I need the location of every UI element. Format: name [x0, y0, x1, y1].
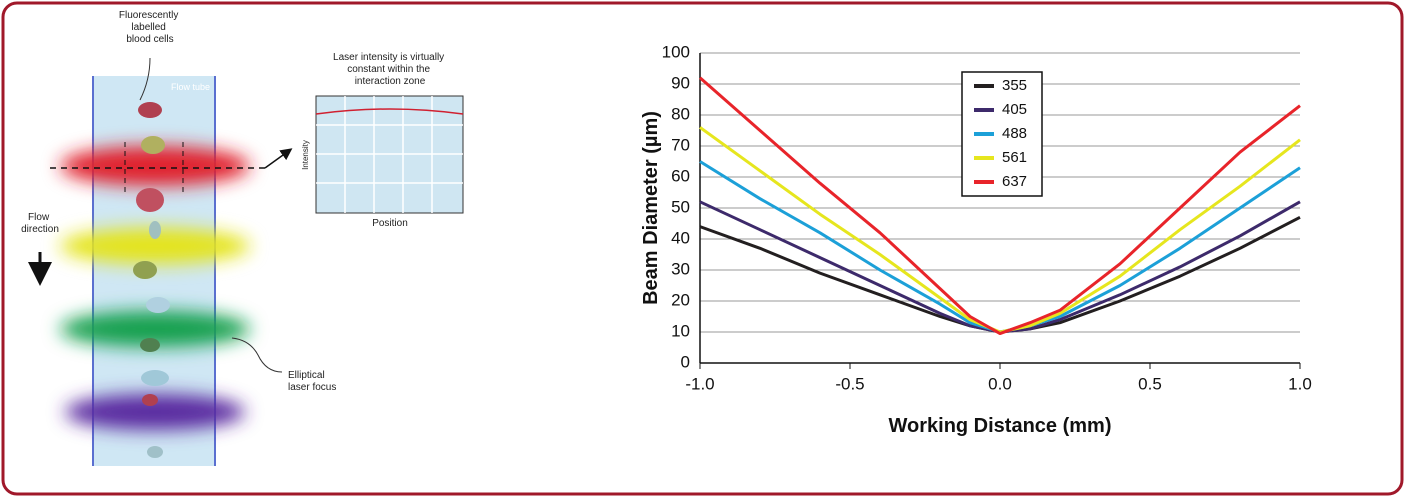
label-line: labelled	[131, 22, 165, 33]
y-tick-label: 40	[671, 228, 690, 247]
y-tick-label: 20	[671, 290, 690, 309]
label-line: laser focus	[288, 382, 336, 393]
cell	[146, 297, 170, 313]
cell	[133, 261, 157, 279]
y-tick-label: 80	[671, 104, 690, 123]
legend: 355 405 488 561 637	[962, 72, 1042, 196]
inset-y-label: Intensity	[301, 140, 310, 170]
y-tick-label: 90	[671, 73, 690, 92]
cell	[147, 446, 163, 458]
cell	[140, 338, 160, 352]
label-line: interaction zone	[355, 76, 426, 87]
figure: Fluorescently labelled blood cells Flow …	[0, 0, 1405, 497]
label-line: constant within the	[347, 64, 430, 75]
cell	[138, 102, 162, 118]
legend-label: 405	[1002, 101, 1027, 118]
label-line: blood cells	[126, 34, 173, 45]
y-tick-label: 30	[671, 259, 690, 278]
cell	[136, 188, 164, 212]
y-tick-label: 50	[671, 197, 690, 216]
inset-x-label: Position	[372, 218, 408, 229]
tube-label: Flow tube	[171, 82, 210, 92]
x-tick-label: 0.5	[1138, 374, 1162, 393]
y-tick-label: 70	[671, 135, 690, 154]
y-tick-label: 100	[662, 42, 690, 61]
cell	[142, 394, 158, 406]
y-tick-label: 0	[681, 352, 690, 371]
y-tick-label: 60	[671, 166, 690, 185]
x-tick-label: 1.0	[1288, 374, 1312, 393]
label-line: Fluorescently	[119, 10, 178, 21]
legend-label: 561	[1002, 149, 1027, 166]
y-tick-label: 10	[671, 321, 690, 340]
cell	[141, 370, 169, 386]
y-axis-title: Beam Diameter (µm)	[640, 111, 662, 305]
x-tick-label: 0.0	[988, 374, 1012, 393]
legend-label: 637	[1002, 173, 1027, 190]
x-tick-label: -0.5	[835, 374, 864, 393]
legend-label: 488	[1002, 125, 1027, 142]
label-line: Laser intensity is virtually	[333, 52, 444, 63]
label-line: direction	[21, 224, 59, 235]
label-line: Elliptical	[288, 370, 325, 381]
x-axis-title: Working Distance (mm)	[889, 415, 1112, 437]
x-tick-label: -1.0	[685, 374, 714, 393]
cell	[149, 221, 161, 239]
inset-plot: Intensity Position	[301, 96, 463, 229]
legend-label: 355	[1002, 77, 1027, 94]
cell	[141, 136, 165, 154]
label-line: Flow	[28, 212, 50, 223]
